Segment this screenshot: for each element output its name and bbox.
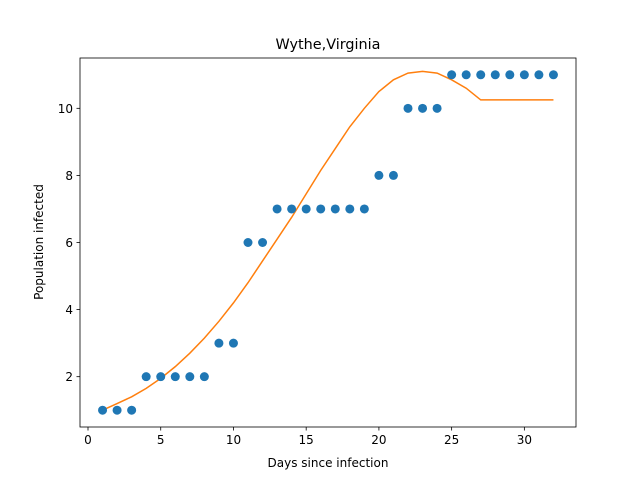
x-axis-label: Days since infection	[268, 456, 389, 470]
series-line	[102, 70, 554, 411]
data-point	[199, 372, 209, 382]
data-point	[156, 372, 166, 382]
axes-frame	[79, 57, 577, 428]
data-point	[243, 238, 253, 247]
data-point	[447, 70, 457, 80]
data-point	[345, 204, 355, 214]
data-point	[519, 70, 529, 80]
chart-title: Wythe,Virginia	[276, 37, 381, 53]
y-tick-label: 4	[65, 303, 73, 317]
data-point	[98, 405, 108, 415]
data-point	[418, 103, 428, 113]
data-point	[534, 70, 544, 80]
data-point	[258, 238, 268, 247]
data-point	[505, 70, 515, 80]
data-point	[548, 70, 558, 80]
data-point	[316, 204, 326, 214]
data-point	[388, 170, 398, 180]
data-point	[272, 204, 282, 214]
x-tick-label: 10	[226, 433, 241, 447]
x-tick-label: 25	[444, 433, 459, 447]
plot-area: 0 5 10 15 20 25 30 2 4 6 8 10	[58, 57, 577, 447]
data-point	[112, 405, 122, 415]
data-point	[432, 103, 442, 113]
y-tick-label: 10	[58, 102, 73, 116]
y-tick-label: 2	[65, 370, 73, 384]
data-point	[228, 338, 238, 348]
data-point	[461, 70, 471, 80]
data-point	[359, 204, 369, 214]
data-point	[185, 372, 195, 382]
x-tick-label: 30	[517, 433, 532, 447]
data-point	[403, 103, 413, 113]
data-point	[127, 405, 137, 415]
data-point	[287, 204, 297, 214]
data-point	[490, 70, 500, 80]
data-point	[214, 338, 224, 348]
data-point	[301, 204, 311, 214]
data-point	[170, 372, 180, 382]
x-tick-label: 0	[84, 433, 92, 447]
y-axis-label: Population infected	[32, 184, 46, 300]
y-tick-label: 8	[65, 169, 73, 183]
data-point	[476, 70, 486, 80]
x-tick-label: 5	[157, 433, 165, 447]
x-tick-label: 20	[371, 433, 386, 447]
data-point	[330, 204, 340, 214]
data-point	[141, 372, 151, 382]
data-point	[374, 170, 384, 180]
x-tick-label: 15	[299, 433, 314, 447]
y-tick-label: 6	[65, 236, 73, 250]
